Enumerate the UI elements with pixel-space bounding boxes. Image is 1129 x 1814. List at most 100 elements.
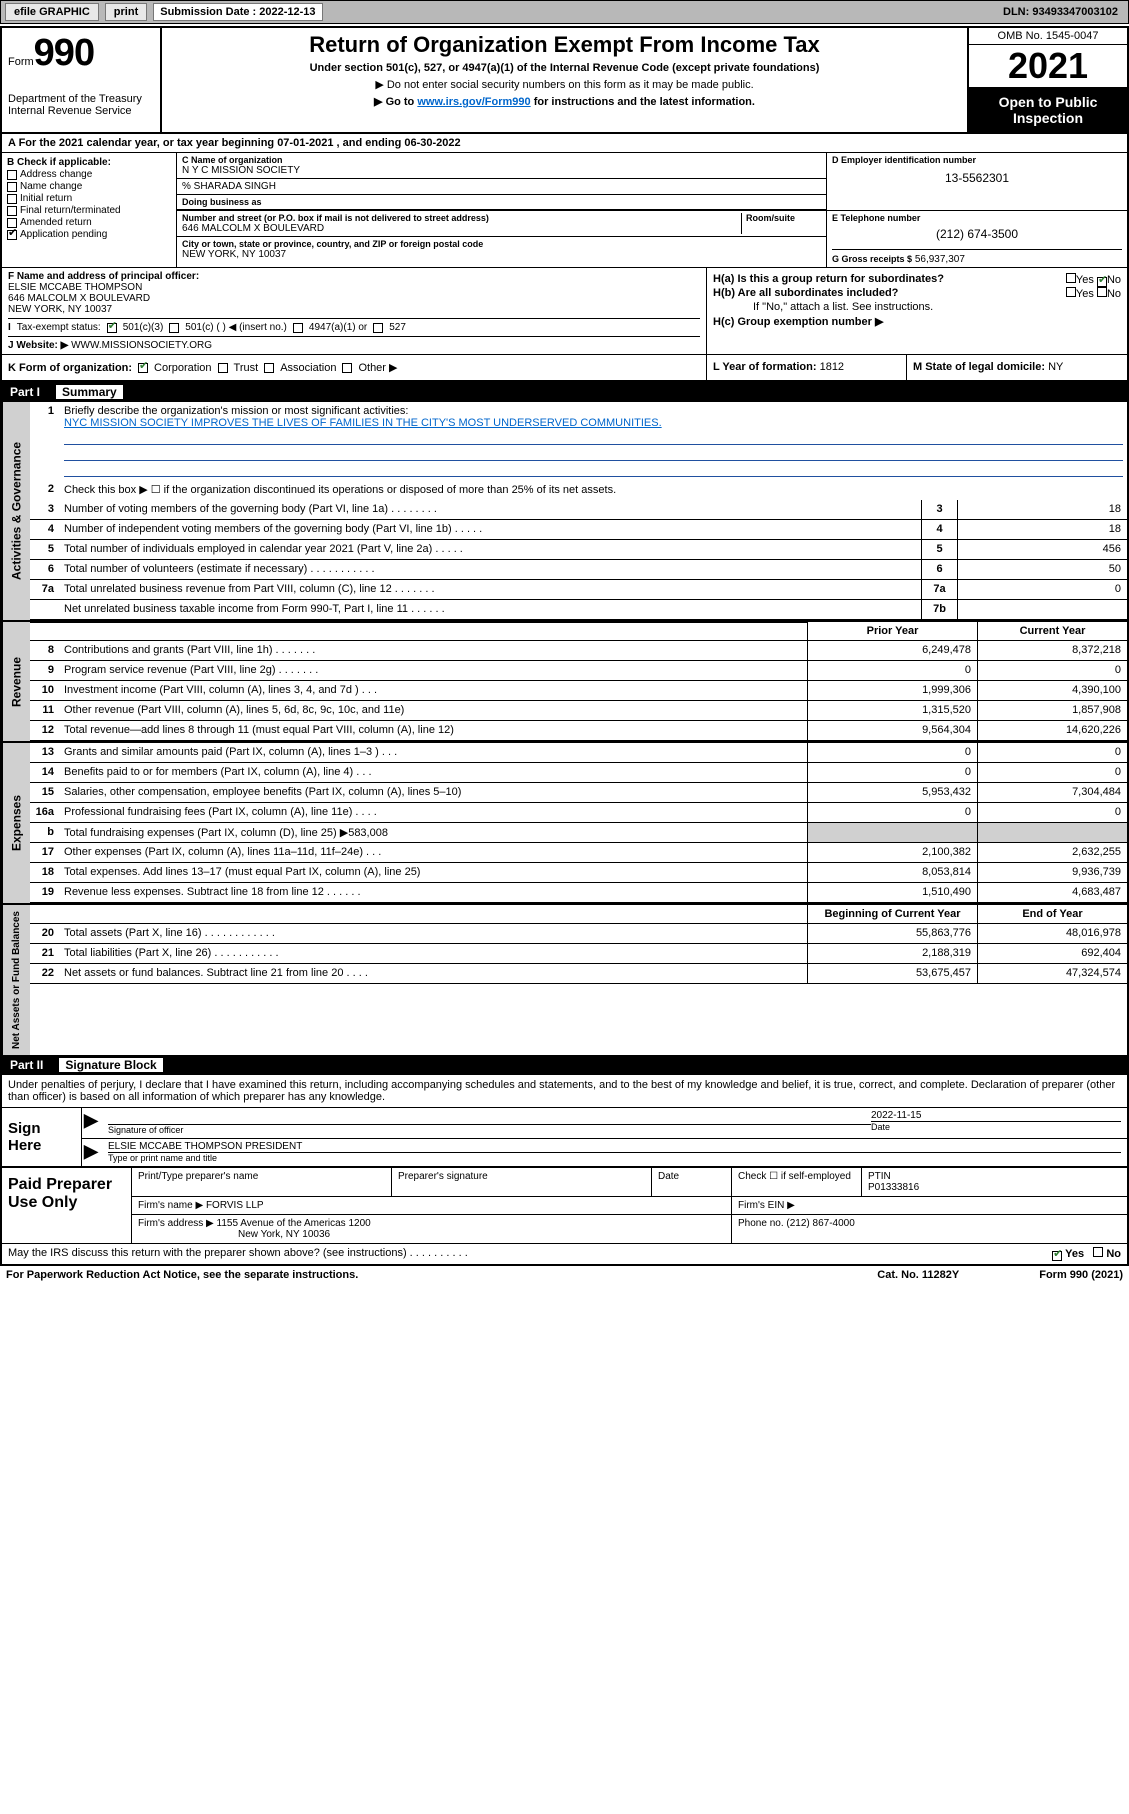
line-boxnum: 7a bbox=[921, 580, 957, 599]
chk-other[interactable] bbox=[342, 363, 352, 373]
officer-addr2: NEW YORK, NY 10037 bbox=[8, 304, 112, 315]
firm-addr1: 1155 Avenue of the Americas 1200 bbox=[217, 1218, 371, 1229]
gross-value: 56,937,307 bbox=[915, 254, 965, 265]
vtab-net-assets: Net Assets or Fund Balances bbox=[2, 905, 30, 1055]
chk-assoc[interactable] bbox=[264, 363, 274, 373]
chk-discuss-yes[interactable] bbox=[1052, 1251, 1062, 1261]
line-num: 14 bbox=[30, 763, 60, 782]
hb-note: If "No," attach a list. See instructions… bbox=[713, 301, 1121, 313]
chk-trust[interactable] bbox=[218, 363, 228, 373]
irs-label: Internal Revenue Service bbox=[8, 105, 154, 117]
line-text: Benefits paid to or for members (Part IX… bbox=[60, 763, 807, 782]
current-value: 7,304,484 bbox=[977, 783, 1127, 802]
officer-addr1: 646 MALCOLM X BOULEVARD bbox=[8, 293, 150, 304]
phone-lbl: Phone no. bbox=[738, 1218, 784, 1229]
part1-label: Part I bbox=[10, 385, 40, 399]
line-num: 6 bbox=[30, 560, 60, 579]
phone-value: (212) 867-4000 bbox=[786, 1218, 854, 1229]
tel-value: (212) 674-3500 bbox=[832, 227, 1122, 241]
opt-corp: Corporation bbox=[154, 362, 211, 374]
line-boxnum: 5 bbox=[921, 540, 957, 559]
firm-addr-lbl: Firm's address ▶ bbox=[138, 1218, 214, 1229]
chk-527[interactable] bbox=[373, 323, 383, 333]
opt-address: Address change bbox=[20, 169, 92, 180]
row-klm: K Form of organization: Corporation Trus… bbox=[2, 355, 1127, 382]
vtab-activities: Activities & Governance bbox=[2, 402, 30, 620]
chk-final[interactable] bbox=[7, 206, 17, 216]
line-num: 12 bbox=[30, 721, 60, 740]
name-title-label: Type or print name and title bbox=[108, 1153, 217, 1163]
form-number: 990 bbox=[34, 32, 94, 74]
chk-4947[interactable] bbox=[293, 323, 303, 333]
chk-name-change[interactable] bbox=[7, 182, 17, 192]
opt-amended: Amended return bbox=[20, 217, 92, 228]
sign-here-label: Sign Here bbox=[2, 1108, 82, 1166]
chk-discuss-no[interactable] bbox=[1093, 1247, 1103, 1257]
chk-hb-no[interactable] bbox=[1097, 287, 1107, 297]
officer-name: ELSIE MCCABE THOMPSON bbox=[8, 282, 142, 293]
city-value: NEW YORK, NY 10037 bbox=[182, 249, 286, 260]
header-left: Form990 Department of the Treasury Inter… bbox=[2, 28, 162, 132]
irs-link[interactable]: www.irs.gov/Form990 bbox=[417, 96, 530, 108]
cat-no: Cat. No. 11282Y bbox=[877, 1269, 959, 1281]
line-text: Total expenses. Add lines 13–17 (must eq… bbox=[60, 863, 807, 882]
officer-name-title: ELSIE MCCABE THOMPSON PRESIDENT bbox=[108, 1141, 1121, 1152]
chk-initial[interactable] bbox=[7, 194, 17, 204]
state-domicile: NY bbox=[1048, 361, 1063, 373]
prior-value: 53,675,457 bbox=[807, 964, 977, 983]
prior-value: 1,315,520 bbox=[807, 701, 977, 720]
ptin-value: P01333816 bbox=[868, 1182, 919, 1193]
activities-governance: Activities & Governance 1 Briefly descri… bbox=[2, 402, 1127, 620]
line-text: Professional fundraising fees (Part IX, … bbox=[60, 803, 807, 822]
current-value bbox=[977, 823, 1127, 842]
may-discuss-text: May the IRS discuss this return with the… bbox=[8, 1247, 1052, 1261]
line-boxnum: 6 bbox=[921, 560, 957, 579]
chk-hb-yes[interactable] bbox=[1066, 287, 1076, 297]
opt-pending: Application pending bbox=[20, 229, 107, 240]
efile-button[interactable]: efile GRAPHIC bbox=[5, 3, 99, 21]
chk-corp[interactable] bbox=[138, 363, 148, 373]
line-text: Net assets or fund balances. Subtract li… bbox=[60, 964, 807, 983]
officer-label: F Name and address of principal officer: bbox=[8, 271, 199, 282]
row-f-officer: F Name and address of principal officer:… bbox=[2, 268, 1127, 355]
hc-label: H(c) Group exemption number ▶ bbox=[713, 316, 883, 328]
line-text: Revenue less expenses. Subtract line 18 … bbox=[60, 883, 807, 902]
chk-501c3[interactable] bbox=[107, 323, 117, 333]
row-j-lbl: J bbox=[8, 340, 14, 351]
chk-501c[interactable] bbox=[169, 323, 179, 333]
print-button[interactable]: print bbox=[105, 3, 147, 21]
chk-ha-yes[interactable] bbox=[1066, 273, 1076, 283]
chk-pending[interactable] bbox=[7, 230, 17, 240]
mission-text[interactable]: NYC MISSION SOCIETY IMPROVES THE LIVES O… bbox=[64, 417, 662, 429]
firm-ein-lbl: Firm's EIN ▶ bbox=[738, 1200, 795, 1211]
sig-date-value: 2022-11-15 bbox=[871, 1110, 1121, 1121]
current-value: 47,324,574 bbox=[977, 964, 1127, 983]
chk-address-change[interactable] bbox=[7, 170, 17, 180]
line-text: Total assets (Part X, line 16) . . . . .… bbox=[60, 924, 807, 943]
current-value: 14,620,226 bbox=[977, 721, 1127, 740]
prior-value: 5,953,432 bbox=[807, 783, 977, 802]
prior-value: 1,510,490 bbox=[807, 883, 977, 902]
tax-year: 2021 bbox=[969, 45, 1127, 88]
line-num: 20 bbox=[30, 924, 60, 943]
form-title: Return of Organization Exempt From Incom… bbox=[170, 32, 959, 58]
line-text: Total revenue—add lines 8 through 11 (mu… bbox=[60, 721, 807, 740]
chk-amended[interactable] bbox=[7, 218, 17, 228]
paid-preparer-label: Paid Preparer Use Only bbox=[2, 1168, 132, 1243]
prep-sig-lbl: Preparer's signature bbox=[398, 1171, 488, 1182]
opt-assoc: Association bbox=[280, 362, 336, 374]
line-value: 18 bbox=[957, 520, 1127, 539]
current-value: 2,632,255 bbox=[977, 843, 1127, 862]
prior-value: 0 bbox=[807, 743, 977, 762]
line-value: 456 bbox=[957, 540, 1127, 559]
current-value: 0 bbox=[977, 743, 1127, 762]
expenses-section: Expenses 13 Grants and similar amounts p… bbox=[2, 741, 1127, 903]
line-text: Total number of volunteers (estimate if … bbox=[60, 560, 921, 579]
current-value: 4,390,100 bbox=[977, 681, 1127, 700]
line-text: Number of independent voting members of … bbox=[60, 520, 921, 539]
line-num: b bbox=[30, 823, 60, 842]
line-value: 0 bbox=[957, 580, 1127, 599]
year-formation: 1812 bbox=[820, 361, 844, 373]
col-beg: Beginning of Current Year bbox=[807, 905, 977, 923]
chk-ha-no[interactable] bbox=[1097, 277, 1107, 287]
